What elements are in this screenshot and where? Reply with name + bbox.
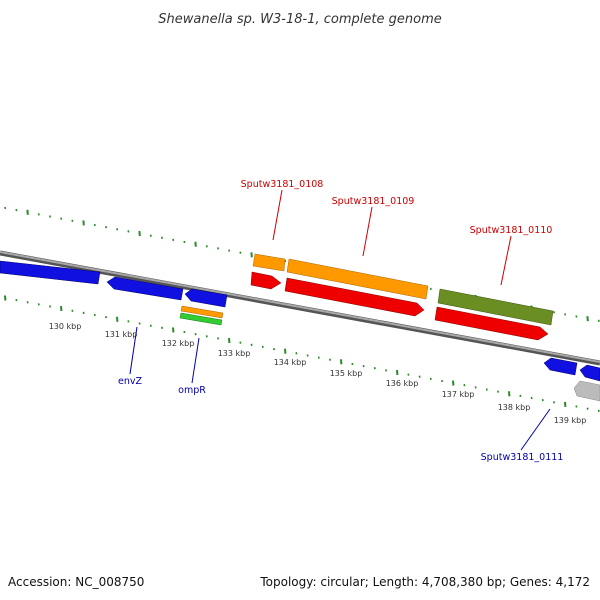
gene-envz[interactable]: [106, 276, 184, 301]
gene-label-ompr[interactable]: ompR: [178, 385, 206, 396]
kbp-label: 138 kbp: [498, 403, 531, 412]
gene-sputw0111[interactable]: [543, 357, 578, 376]
kbp-label: 132 kbp: [162, 339, 195, 348]
kbp-label: 136 kbp: [386, 379, 419, 388]
gene-sputw0109-red[interactable]: [284, 277, 425, 317]
gene-grey[interactable]: [573, 380, 600, 402]
accession-text: Accession: NC_008750: [8, 575, 144, 589]
gene-blue-1[interactable]: [0, 260, 101, 285]
gene-label-sputw0108[interactable]: Sputw3181_0108: [241, 179, 324, 190]
inner-tick-row: [4, 295, 600, 412]
blue-leader-lines: [129, 326, 551, 451]
gene-sputw0110-red[interactable]: [434, 306, 549, 341]
kbp-label: 134 kbp: [274, 358, 307, 367]
gene-label-sputw0111[interactable]: Sputw3181_0111: [481, 452, 564, 463]
kbp-label: 130 kbp: [49, 322, 82, 331]
kbp-label: 139 kbp: [554, 416, 587, 425]
red-leader-lines: [272, 189, 512, 286]
gene-sputw0108-orange[interactable]: [252, 253, 286, 272]
gene-ompr[interactable]: [184, 288, 228, 308]
gene-sputw0108-red[interactable]: [250, 271, 282, 290]
gene-sputw0109-orange[interactable]: [286, 258, 429, 300]
gene-sputw0110-olive[interactable]: [437, 288, 554, 326]
kbp-label: 137 kbp: [442, 390, 475, 399]
kbp-label: 135 kbp: [330, 369, 363, 378]
gene-green-small[interactable]: [179, 312, 223, 326]
genome-backbone: [0, 250, 600, 366]
map-title: Shewanella sp. W3-18-1, complete genome: [158, 12, 441, 27]
topology-summary: Topology: circular; Length: 4,708,380 bp…: [259, 575, 590, 589]
gene-orange-small[interactable]: [180, 305, 224, 319]
kbp-scale: 130 kbp 131 kbp 132 kbp 133 kbp 134 kbp …: [49, 322, 587, 425]
gene-label-sputw0109[interactable]: Sputw3181_0109: [332, 196, 415, 207]
gene-blue-edge[interactable]: [579, 364, 600, 382]
kbp-label: 133 kbp: [218, 349, 251, 358]
kbp-label: 131 kbp: [105, 330, 138, 339]
gene-label-envz[interactable]: envZ: [118, 376, 142, 387]
gene-label-sputw0110[interactable]: Sputw3181_0110: [470, 225, 553, 236]
